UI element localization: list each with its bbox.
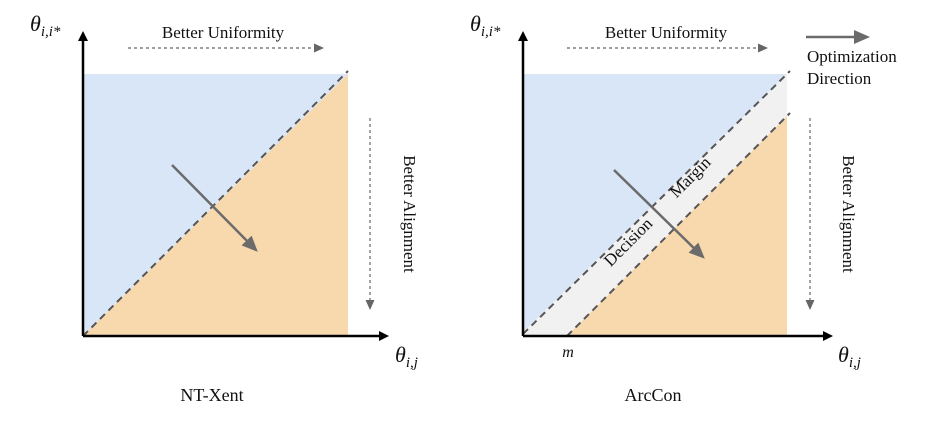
- y-axis-label-main: θ: [30, 11, 41, 36]
- right-panel: Decision Margin Better Uniformity Better…: [470, 11, 861, 405]
- y-axis-label: θi,i*: [30, 11, 61, 40]
- optimization-arrow: [171, 164, 258, 252]
- x-axis-label: θi,j: [395, 342, 418, 371]
- y-axis-label-sub: i,i*: [41, 24, 61, 40]
- uniformity-label: Better Uniformity: [162, 23, 285, 42]
- x-axis-label-main: θ: [395, 342, 406, 367]
- lower-region: [83, 74, 348, 336]
- x-axis-label-sub: i,j: [849, 355, 861, 371]
- y-axis-label-main: θ: [470, 11, 481, 36]
- diagonal-boundary: [82, 70, 349, 337]
- margin-tick-label: m: [562, 344, 574, 361]
- legend-line1: Optimization: [807, 47, 897, 66]
- uniformity-label: Better Uniformity: [605, 23, 728, 42]
- x-axis-label-sub: i,j: [406, 355, 418, 371]
- lower-boundary: [566, 112, 791, 337]
- y-axis-label: θi,i*: [470, 11, 501, 40]
- caption-nt-xent: NT-Xent: [180, 385, 243, 405]
- y-axis-label-sub: i,i*: [481, 24, 501, 40]
- left-panel: Better Uniformity Better Alignment θi,i*…: [30, 11, 419, 405]
- caption-arccon: ArcCon: [625, 385, 682, 405]
- alignment-label: Better Alignment: [400, 155, 419, 273]
- x-axis-label: θi,j: [838, 342, 861, 371]
- legend: Optimization Direction: [806, 30, 897, 88]
- optimization-arrow: [613, 169, 705, 259]
- x-axis-label-main: θ: [838, 342, 849, 367]
- upper-boundary: [522, 70, 791, 335]
- legend-line2: Direction: [807, 69, 872, 88]
- alignment-label: Better Alignment: [839, 155, 858, 273]
